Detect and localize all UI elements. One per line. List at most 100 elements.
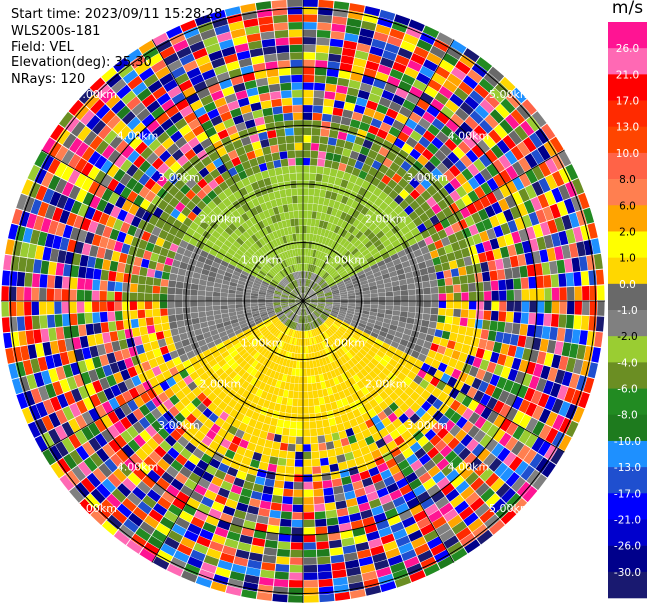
range-gate — [90, 509, 106, 526]
range-gate — [310, 249, 314, 257]
range-gate — [295, 150, 303, 158]
range-gate — [307, 248, 311, 257]
range-gate — [307, 315, 310, 323]
range-gate — [250, 207, 259, 216]
range-gate — [169, 350, 179, 360]
range-gate — [300, 248, 303, 256]
range-gate — [138, 275, 147, 285]
range-gate — [359, 319, 368, 325]
range-gate — [305, 308, 309, 315]
range-gate — [239, 534, 253, 545]
range-gate — [358, 338, 366, 345]
range-gate — [348, 298, 356, 301]
range-gate — [141, 211, 153, 223]
range-gate — [325, 264, 332, 272]
range-gate — [180, 407, 191, 419]
range-gate — [290, 273, 295, 281]
range-gate — [352, 374, 361, 383]
range-gate — [94, 333, 104, 345]
range-gate — [322, 221, 329, 230]
range-gate — [18, 331, 28, 346]
range-gate — [363, 228, 372, 237]
range-gate — [505, 114, 520, 130]
range-gate — [39, 288, 47, 301]
range-gate — [474, 104, 489, 119]
range-gate — [485, 493, 501, 508]
range-gate — [127, 492, 142, 506]
range-gate — [59, 474, 75, 491]
range-gate — [432, 336, 442, 345]
range-gate — [211, 57, 226, 69]
range-gate — [265, 359, 273, 368]
range-gate — [379, 9, 396, 21]
range-gate — [324, 229, 330, 238]
range-gate — [175, 229, 186, 240]
range-gate — [559, 287, 567, 301]
range-gate — [320, 365, 327, 374]
range-gate — [34, 418, 48, 435]
range-gate — [94, 257, 104, 270]
range-gate — [393, 184, 404, 195]
range-gate — [498, 198, 510, 212]
range-gate — [227, 193, 237, 204]
range-gate — [390, 446, 402, 458]
range-gate — [207, 276, 216, 283]
range-gate — [133, 194, 145, 207]
range-gate — [247, 346, 255, 355]
range-gate — [57, 339, 67, 353]
range-gate — [263, 115, 275, 124]
range-ring-label: 2.00km — [365, 378, 407, 391]
range-gate — [128, 203, 140, 216]
range-gate — [222, 279, 230, 286]
range-gate — [566, 301, 575, 315]
range-gate — [467, 318, 476, 328]
range-gate — [126, 190, 138, 203]
range-gate — [285, 466, 295, 474]
range-gate — [308, 291, 315, 297]
range-gate — [106, 374, 117, 387]
range-gate — [336, 329, 344, 336]
range-gate — [291, 519, 303, 528]
range-gate — [303, 90, 314, 98]
range-gate — [458, 447, 471, 461]
range-gate — [272, 318, 280, 325]
range-gate — [351, 247, 359, 256]
range-gate — [393, 205, 404, 215]
range-gate — [497, 321, 506, 333]
range-gate — [218, 462, 230, 474]
range-gate — [261, 282, 269, 288]
range-gate — [444, 365, 455, 376]
range-gate — [511, 191, 524, 206]
range-gate — [311, 211, 317, 219]
range-gate — [484, 514, 500, 529]
range-gate — [228, 304, 236, 309]
range-gate — [397, 372, 407, 382]
range-gate — [450, 455, 463, 469]
range-gate — [188, 118, 201, 130]
range-gate — [30, 199, 42, 215]
range-gate — [318, 373, 325, 382]
range-gate — [340, 304, 348, 308]
range-gate — [146, 119, 160, 133]
range-gate — [239, 359, 248, 368]
range-gate — [322, 480, 333, 489]
range-gate — [306, 361, 311, 369]
range-gate — [297, 195, 303, 203]
range-gate — [102, 259, 111, 271]
range-gate — [356, 221, 365, 231]
range-gate — [212, 206, 222, 216]
range-gate — [252, 428, 261, 437]
range-gate — [323, 426, 332, 435]
range-gate — [75, 482, 90, 498]
range-gate — [241, 270, 250, 277]
range-gate — [303, 301, 309, 306]
range-gate — [214, 354, 224, 363]
range-gate — [409, 570, 426, 583]
range-gate — [259, 356, 266, 364]
range-gate — [265, 274, 273, 281]
range-gate — [180, 396, 191, 407]
range-gate — [310, 302, 318, 305]
range-gate — [595, 269, 605, 285]
range-gate — [284, 318, 290, 326]
range-gate — [271, 317, 279, 323]
